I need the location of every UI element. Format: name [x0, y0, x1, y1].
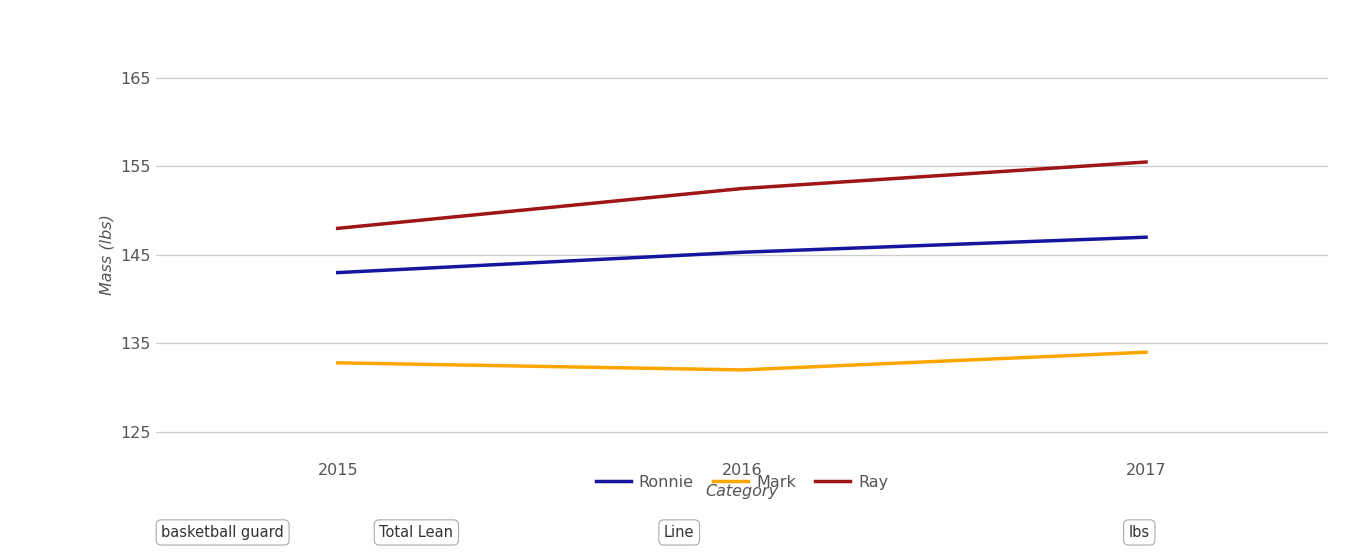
Text: Line: Line: [664, 525, 695, 540]
Text: Series: Series: [45, 525, 89, 540]
Mark: [734, 367, 751, 373]
Text: Units: Units: [1030, 525, 1068, 540]
Line: Ray: Ray: [337, 162, 1146, 229]
Line: Mark: Mark: [337, 352, 1146, 370]
Ray: [329, 225, 346, 232]
Mark: [1138, 349, 1154, 356]
Text: Total Lean: Total Lean: [379, 525, 454, 540]
Mark: [329, 359, 346, 366]
Text: Type: Type: [583, 525, 617, 540]
Ronnie: [329, 269, 346, 276]
Text: lbs: lbs: [1129, 525, 1150, 540]
Ronnie: [734, 249, 751, 255]
Text: Plot: Plot: [298, 525, 325, 540]
Y-axis label: Mass (lbs): Mass (lbs): [100, 215, 115, 295]
Text: basketball guard: basketball guard: [161, 525, 285, 540]
Ray: [1138, 159, 1154, 165]
Text: Basketball Lean By Position: Basketball Lean By Position: [14, 13, 383, 37]
Legend: Ronnie, Mark, Ray: Ronnie, Mark, Ray: [589, 468, 894, 496]
Line: Ronnie: Ronnie: [337, 237, 1146, 273]
X-axis label: Category: Category: [706, 484, 778, 499]
Ronnie: [1138, 234, 1154, 240]
Ray: [734, 185, 751, 192]
